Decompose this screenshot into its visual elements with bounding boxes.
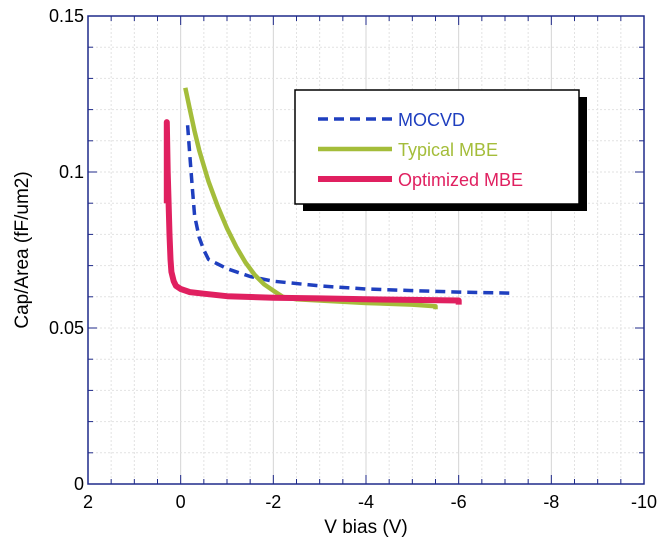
series-line [185, 125, 510, 295]
x-tick-label: -10 [631, 492, 657, 512]
series-line [183, 87, 438, 310]
y-tick-label: 0.1 [59, 162, 84, 182]
legend-label: MOCVD [398, 110, 465, 130]
x-tick-label: -4 [358, 492, 374, 512]
x-tick-label: -8 [543, 492, 559, 512]
plot-frame [87, 15, 645, 485]
x-tick-label: 2 [83, 492, 93, 512]
legend-label: Typical MBE [398, 140, 498, 160]
y-tick-label: 0.15 [49, 6, 84, 26]
y-axis-title: Cap/Area (fF/um2) [12, 171, 33, 328]
x-tick-label: -2 [265, 492, 281, 512]
y-tick-label: 0.05 [49, 318, 84, 338]
x-tick-label: -6 [451, 492, 467, 512]
y-tick-label: 0 [74, 474, 84, 494]
legend-label: Optimized MBE [398, 170, 523, 190]
series [163, 87, 510, 310]
x-tick-label: 0 [176, 492, 186, 512]
x-axis-title: V bias (V) [324, 517, 407, 538]
legend: MOCVD Typical MBE Optimized MBE [294, 89, 587, 211]
series-line [163, 119, 462, 305]
